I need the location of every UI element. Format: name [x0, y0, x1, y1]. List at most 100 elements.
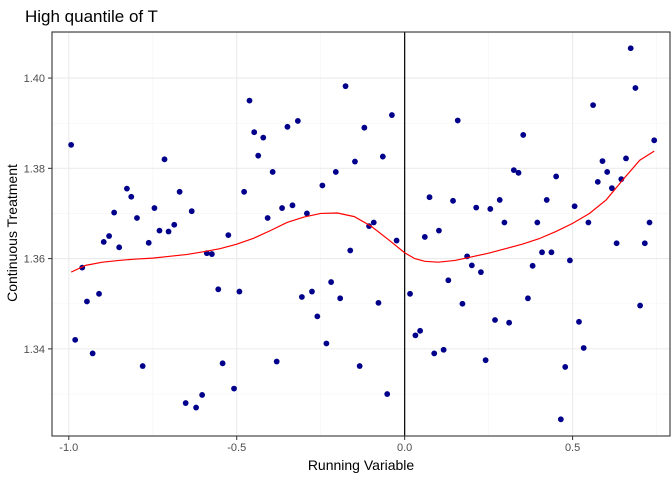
data-point-113 — [632, 85, 639, 91]
data-point-116 — [646, 219, 653, 226]
panel-border — [51, 31, 671, 437]
y-tick-label-3: 1.40 — [24, 73, 45, 85]
fit-line-right — [404, 150, 655, 263]
data-point-0 — [68, 141, 75, 148]
data-point-88 — [515, 169, 522, 176]
data-point-60 — [375, 299, 382, 306]
data-point-93 — [539, 249, 545, 256]
data-point-44 — [298, 294, 305, 300]
data-point-27 — [215, 286, 222, 293]
data-point-70 — [431, 350, 438, 357]
data-point-55 — [352, 158, 358, 165]
data-point-72 — [440, 346, 447, 353]
data-point-52 — [337, 295, 344, 302]
data-point-63 — [389, 112, 395, 118]
data-point-94 — [543, 197, 550, 203]
data-point-18 — [165, 228, 172, 235]
x-tick-label-3: 0.5 — [565, 442, 580, 454]
data-point-48 — [319, 182, 326, 189]
data-point-76 — [459, 300, 466, 307]
data-point-37 — [264, 215, 271, 221]
data-point-41 — [284, 123, 291, 130]
data-point-117 — [651, 137, 658, 144]
data-point-99 — [567, 257, 573, 264]
data-point-43 — [294, 118, 301, 124]
data-point-81 — [482, 357, 489, 364]
data-point-83 — [492, 317, 498, 323]
y-tick-label-1: 1.36 — [24, 254, 45, 266]
data-point-50 — [328, 279, 335, 285]
data-point-79 — [473, 204, 480, 211]
y-axis: 1.34 1.36 1.38 1.40 — [24, 73, 52, 356]
data-point-20 — [176, 188, 183, 195]
data-point-29 — [225, 232, 232, 239]
data-point-22 — [188, 208, 195, 215]
data-point-3 — [84, 298, 90, 305]
data-point-35 — [255, 152, 262, 159]
data-point-14 — [145, 239, 152, 246]
minor-gridlines — [52, 32, 670, 436]
y-tick-label-2: 1.38 — [24, 163, 45, 175]
data-point-53 — [342, 83, 349, 90]
data-point-47 — [314, 313, 321, 320]
data-point-11 — [128, 193, 135, 200]
data-point-71 — [436, 227, 442, 234]
scatter-points — [68, 45, 658, 423]
x-axis: -1.0 -0.5 0.0 0.5 — [59, 436, 580, 454]
data-point-104 — [590, 102, 596, 109]
data-point-106 — [599, 158, 606, 164]
chart-title: High quantile of T — [25, 7, 158, 26]
data-point-95 — [548, 249, 555, 256]
data-point-33 — [246, 97, 253, 104]
data-point-92 — [534, 219, 541, 226]
data-point-4 — [89, 350, 96, 357]
data-point-105 — [594, 178, 601, 185]
data-point-75 — [454, 117, 461, 124]
data-point-111 — [623, 155, 629, 162]
data-point-15 — [151, 205, 158, 211]
data-point-5 — [96, 290, 102, 297]
data-point-36 — [260, 134, 267, 141]
fit-line-left — [70, 212, 406, 273]
data-point-100 — [571, 203, 578, 210]
data-point-39 — [273, 358, 280, 365]
data-point-42 — [289, 202, 296, 209]
data-point-34 — [251, 129, 258, 136]
data-point-56 — [356, 363, 363, 369]
data-point-26 — [208, 251, 215, 257]
data-point-103 — [585, 219, 592, 226]
data-point-45 — [304, 210, 310, 217]
data-point-31 — [236, 288, 243, 295]
data-point-10 — [123, 185, 130, 192]
y-tick-label-0: 1.34 — [24, 344, 45, 356]
data-point-28 — [219, 360, 226, 367]
data-point-98 — [562, 364, 569, 370]
data-point-80 — [478, 269, 484, 276]
data-point-19 — [171, 221, 178, 228]
data-point-17 — [161, 156, 168, 163]
data-point-7 — [106, 233, 112, 239]
data-point-101 — [576, 318, 582, 325]
data-point-90 — [525, 295, 531, 302]
data-point-86 — [506, 319, 513, 326]
data-point-32 — [241, 188, 248, 195]
data-point-46 — [309, 288, 315, 295]
data-point-8 — [111, 209, 118, 216]
data-point-108 — [608, 185, 615, 192]
data-point-84 — [496, 197, 503, 203]
data-point-96 — [553, 173, 560, 180]
data-point-68 — [421, 234, 428, 240]
data-point-74 — [450, 197, 456, 204]
data-point-64 — [393, 237, 400, 244]
data-point-89 — [520, 132, 527, 138]
data-point-115 — [641, 240, 648, 247]
data-point-49 — [323, 340, 330, 347]
data-point-87 — [510, 167, 517, 174]
data-point-57 — [361, 124, 368, 131]
data-point-109 — [613, 240, 620, 247]
data-point-73 — [445, 277, 452, 284]
x-tick-label-1: -0.5 — [227, 442, 246, 454]
data-point-69 — [426, 194, 433, 201]
data-point-65 — [407, 290, 413, 297]
